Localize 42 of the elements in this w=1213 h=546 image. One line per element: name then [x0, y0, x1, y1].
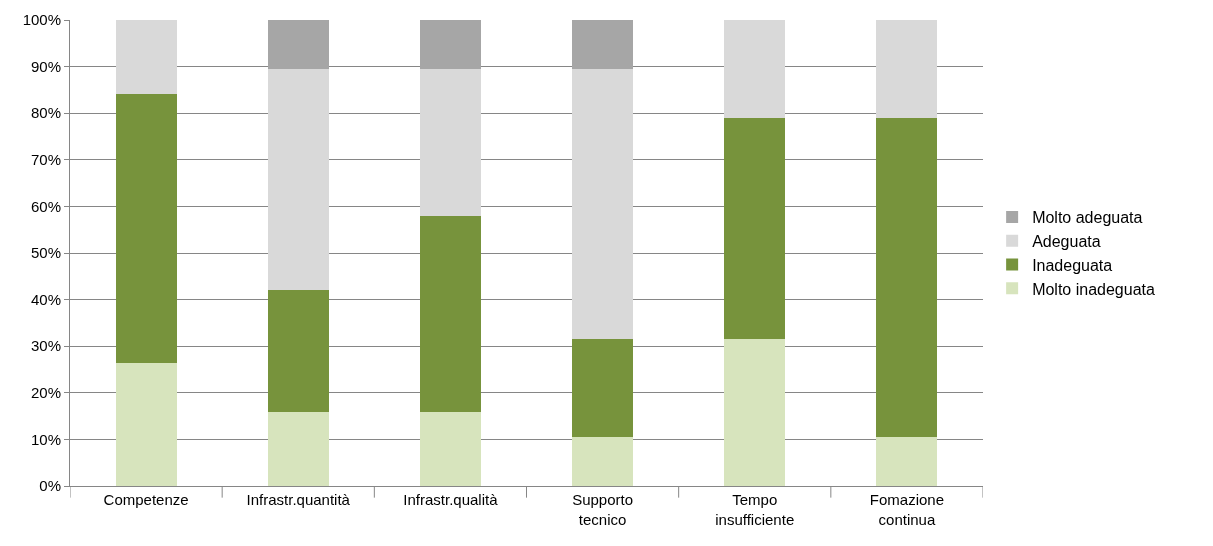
legend-label: Molto inadeguata — [1032, 280, 1155, 298]
bar — [572, 437, 634, 486]
y-tick-label: 80% — [30, 104, 61, 122]
y-tick-label: 10% — [30, 430, 61, 448]
bar — [419, 412, 481, 486]
y-tick-label: 100% — [22, 11, 61, 29]
x-tick-label: Supporto tecnico — [572, 491, 634, 528]
bar — [267, 68, 329, 290]
bar — [267, 20, 329, 69]
bar — [876, 20, 938, 119]
bar — [572, 68, 634, 339]
bar — [724, 20, 786, 118]
y-tick-label: 70% — [30, 151, 61, 169]
y-tick-label: 30% — [30, 337, 61, 355]
bar — [419, 68, 481, 217]
bar — [419, 20, 481, 69]
y-tick-label: 0% — [39, 477, 61, 495]
legend-label: Inadeguata — [1032, 256, 1113, 274]
legend-label: Adeguata — [1032, 232, 1101, 250]
bar — [876, 118, 938, 438]
y-tick-label: 50% — [30, 244, 61, 262]
y-tick-label: 20% — [30, 384, 61, 402]
y-tick-label: 40% — [30, 290, 61, 308]
bar — [572, 20, 634, 69]
bar — [724, 117, 786, 339]
bar — [267, 412, 329, 486]
bar — [267, 289, 329, 413]
y-tick-label: 90% — [30, 57, 61, 75]
bar — [115, 93, 177, 364]
y-tick-label: 60% — [30, 197, 61, 215]
bar — [572, 338, 634, 438]
bar — [724, 338, 786, 486]
bar — [115, 20, 177, 94]
x-tick-label: Tempo insufficiente — [715, 491, 795, 528]
bar — [876, 437, 938, 486]
x-tick-label: Infrastr.quantità — [246, 491, 351, 508]
bar — [419, 216, 481, 413]
x-tick-label: Fomazione continua — [869, 491, 945, 528]
legend-label: Molto adeguata — [1032, 209, 1143, 227]
x-tick-label: Competenze — [103, 491, 189, 508]
bar — [115, 363, 177, 486]
x-tick-label: Infrastr.qualità — [403, 491, 499, 508]
